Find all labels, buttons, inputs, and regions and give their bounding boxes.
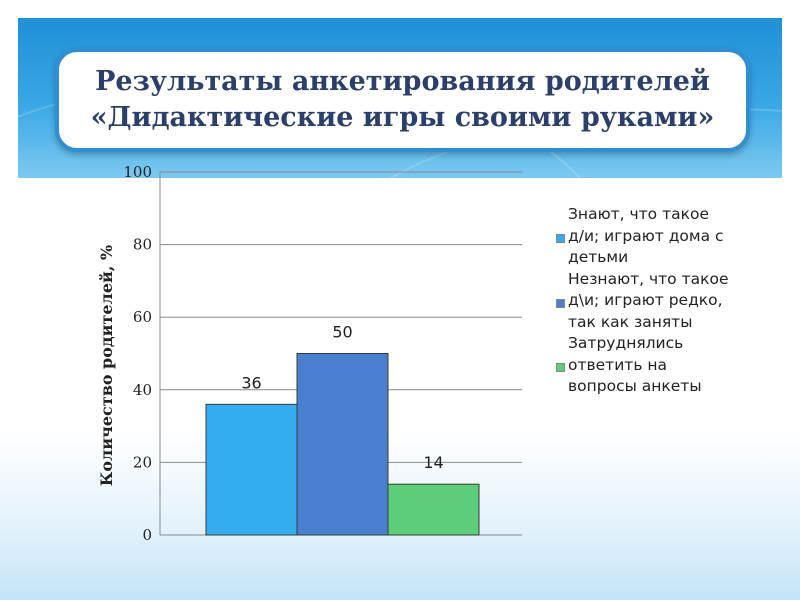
title-line-1: Результаты анкетирования родителей [95, 66, 710, 97]
y-tick-label: 80 [133, 236, 152, 254]
title-box: Результаты анкетирования родителей «Дида… [55, 48, 750, 152]
legend-label-line: д\и; играют редко, [568, 291, 723, 309]
y-tick-label: 60 [133, 308, 152, 326]
legend-label-line: д/и; играют дома с [568, 226, 724, 245]
legend-swatch-2 [556, 298, 565, 308]
y-tick-label: 0 [142, 526, 152, 544]
data-label-3: 14 [423, 453, 443, 472]
y-tick-label: 40 [133, 381, 152, 399]
bar-1 [205, 403, 298, 536]
legend-label-line: детьми [568, 248, 629, 266]
legend-item-1: Знают, что такое д/и; играют дома с детьми [555, 204, 755, 269]
data-label-2: 50 [332, 323, 352, 342]
legend-label-line: Затруднялись [568, 334, 684, 352]
y-tick-label: 20 [133, 453, 152, 471]
y-axis-label: Количество родителей, % [97, 245, 116, 486]
data-label-1: 36 [241, 373, 261, 392]
legend-swatch-3 [556, 363, 565, 372]
legend-swatch-1 [556, 234, 565, 243]
chart-legend: Знают, что такое д/и; играют дома с детьми… [555, 204, 755, 398]
legend-label-line: Незнают, что такое [568, 269, 729, 288]
legend-label-line: так как заняты [568, 312, 693, 331]
legend-item-3: Затруднялись ответить на вопросы анкеты [555, 333, 755, 398]
y-tick-label: 100 [123, 163, 152, 181]
bar-2 [296, 353, 389, 536]
legend-label-line: вопросы анкеты [568, 377, 702, 395]
title-line-2: «Дидактические игры своими руками» [90, 102, 715, 133]
bar-3 [387, 483, 480, 536]
legend-label-line: ответить на [568, 355, 668, 374]
legend-label-line: Знают, что такое [568, 205, 710, 223]
legend-item-2: Незнают, что такое д\и; играют редко, так … [555, 269, 755, 334]
